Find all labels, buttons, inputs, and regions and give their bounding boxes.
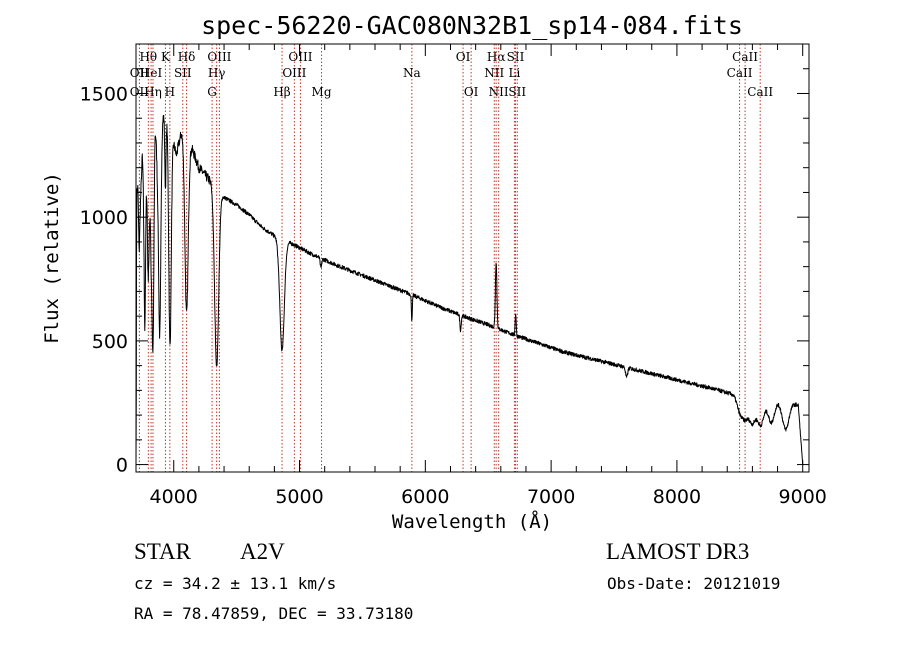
redshift-velocity: cz = 34.2 ± 13.1 km/s [134,574,337,593]
line-label: Hα [487,50,506,64]
line-label: H [165,85,175,99]
line-label: Hδ [178,50,196,64]
chart-title: spec-56220-GAC080N32B1_sp14-084.fits [201,11,743,40]
subclass: A2V [240,539,285,564]
observation-date: Obs-Date: 20121019 [607,574,781,593]
line-label: K [161,50,171,64]
object-class: STAR [134,539,191,564]
line-label: Mg [312,85,332,99]
x-tick-label: 8000 [653,486,701,508]
line-label: Hγ [208,66,226,80]
line-label: NII [484,66,504,80]
survey-name: LAMOST DR3 [606,539,750,564]
line-label: Hη [144,85,162,99]
line-label: OIII [207,50,231,64]
line-label: Na [403,66,421,80]
axis-ticks: 4000 5000 6000 7000 8000 9000 0 500 1000 1500 [80,44,827,508]
y-axis-label: Flux (relative) [41,172,63,344]
x-tick-label: 5000 [275,486,323,508]
line-label: OI [464,85,479,99]
line-label: Hβ [273,85,290,99]
line-label: OII [130,85,150,99]
x-tick-label: 7000 [527,486,575,508]
line-label: SII [508,85,526,99]
line-label: OII [130,66,150,80]
plot-frame [135,43,810,473]
spectrum-line [135,114,804,465]
x-tick-label: 4000 [150,486,198,508]
x-tick-label: 9000 [779,486,827,508]
line-label: NII [489,85,509,99]
sky-coordinates: RA = 78.47859, DEC = 33.73180 [134,604,414,623]
x-tick-label: 6000 [401,486,449,508]
line-label: G [207,85,217,99]
line-label: OIII [282,66,306,80]
line-label: OIII [288,50,312,64]
line-label: SII [507,50,525,64]
y-tick-label: 1500 [80,83,128,105]
line-label: CaII [732,50,758,64]
y-tick-label: 1000 [80,207,128,229]
line-label: CaII [747,85,773,99]
line-label: HeI [140,66,163,80]
y-tick-label: 0 [116,455,128,477]
x-axis-label: Wavelength (Å) [392,510,552,533]
line-label: Li [508,66,520,80]
y-tick-label: 500 [92,331,128,353]
line-label: SII [174,66,192,80]
line-label: Hθ [139,50,157,64]
line-label: CaII [727,66,753,80]
line-label: OI [456,50,471,64]
